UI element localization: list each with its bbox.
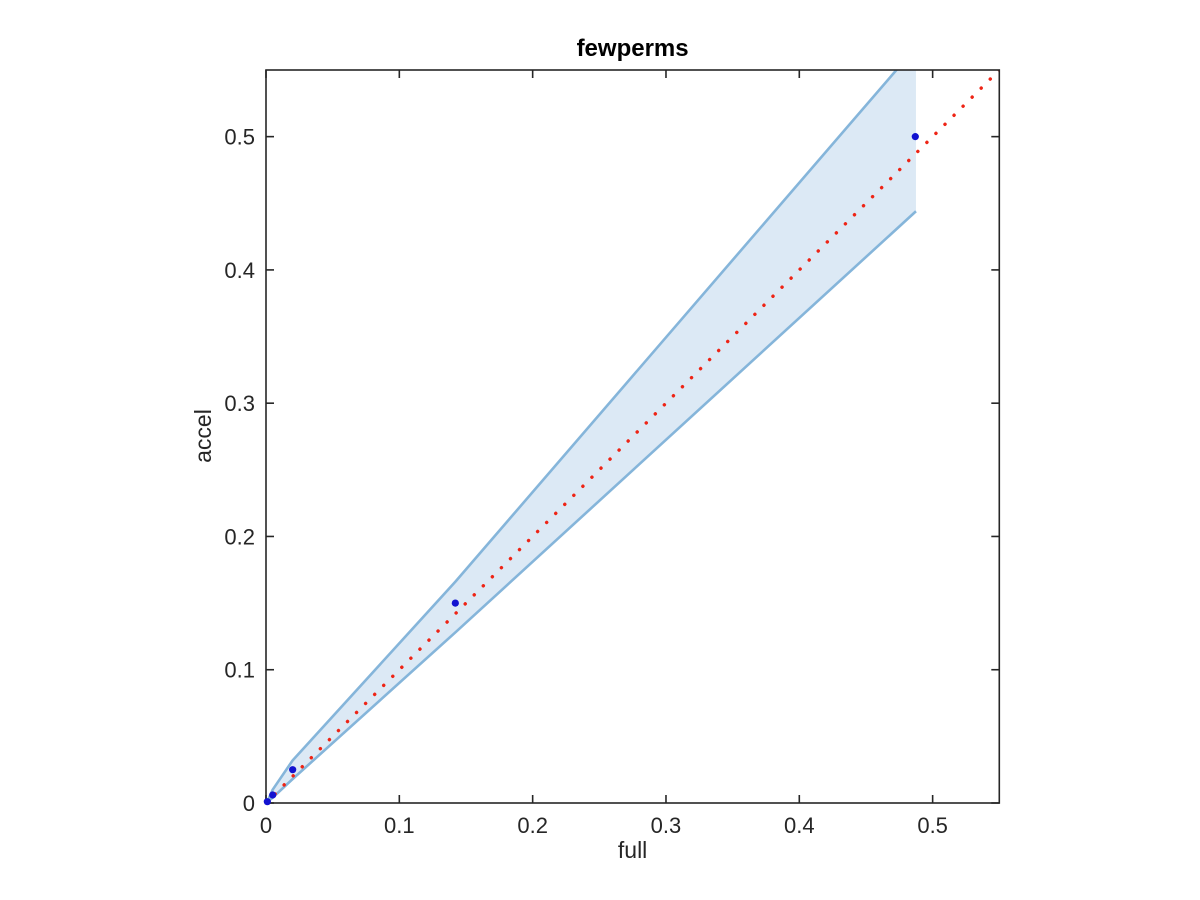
x-axis-label: full [618,837,647,863]
data-points-group [263,133,919,806]
x-tick-label: 0.5 [917,813,948,838]
data-point [263,798,271,806]
x-tick-label: 0 [260,813,272,838]
chart-title: fewperms [577,35,689,62]
y-tick-label: 0.1 [224,658,255,683]
y-tick-label: 0.3 [224,391,255,416]
tick-labels: 0 0.1 0.2 0.3 0.4 0.5 0 0.1 0.2 0.3 0.4 0.5 [224,125,948,838]
data-point [911,133,919,141]
y-axis-label: accel [190,409,216,463]
confidence-band [266,70,917,803]
plot-frame [265,69,1001,804]
data-point [451,599,459,607]
y-tick-label: 0.4 [224,258,255,283]
y-tick-label: 0.5 [224,125,255,150]
data-point [289,766,297,774]
confidence-band-fill [267,70,916,802]
axes-frame [265,69,1001,804]
x-tick-label: 0.2 [517,813,548,838]
x-tick-label: 0.4 [784,813,815,838]
confidence-band-lower-edge [266,210,917,803]
x-tick-label: 0.3 [651,813,682,838]
x-tick-label: 0.1 [384,813,415,838]
data-point [269,791,277,799]
y-tick-label: 0 [243,791,255,816]
y-tick-label: 0.2 [224,524,255,549]
